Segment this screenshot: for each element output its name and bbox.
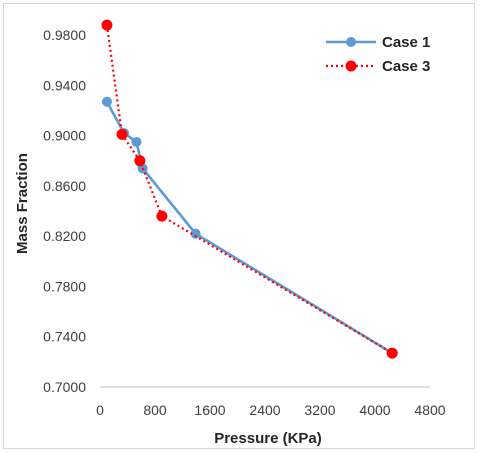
legend: Case 1 Case 3 [326,34,430,75]
series-line [105,101,393,355]
data-point [134,155,146,167]
y-axis-title: Mass Fraction [14,153,31,254]
x-axis-title: Pressure (KPa) [214,430,322,447]
x-tick-label: 800 [143,402,167,418]
y-axis-ticks: 0.7000 0.7400 0.7800 0.8200 0.8600 0.9000 0.94… [43,27,86,395]
y-tick-label: 0.9800 [43,27,86,43]
y-tick-label: 0.9400 [43,77,86,93]
x-axis-ticks: 0 800 1600 2400 3200 4000 4800 [96,402,446,418]
chart-frame [3,3,475,449]
data-point [386,347,398,359]
data-point [156,210,168,222]
legend-item: Case 3 [326,58,430,75]
data-point [131,136,142,147]
x-tick-label: 0 [96,402,104,418]
x-tick-label: 3200 [304,402,335,418]
x-tick-label: 2400 [249,402,280,418]
y-tick-label: 0.7800 [43,278,86,294]
y-tick-label: 0.8600 [43,178,86,194]
y-tick-label: 0.9000 [43,128,86,144]
series-layer [101,19,398,359]
series-line [105,24,393,355]
x-tick-label: 4000 [359,402,390,418]
legend-swatch-marker [346,37,356,47]
series-2 [101,19,398,359]
x-tick-label: 4800 [414,402,445,418]
y-tick-label: 0.8200 [43,228,86,244]
y-tick-label: 0.7400 [43,329,86,345]
series-1 [101,96,398,359]
legend-label: Case 1 [382,34,430,51]
data-point [101,19,113,31]
y-tick-label: 0.7000 [43,379,86,395]
legend-swatch-marker [345,60,357,72]
legend-label: Case 3 [382,58,430,75]
data-point [101,96,112,107]
data-point [116,128,128,140]
legend-item: Case 1 [326,34,430,51]
x-tick-label: 1600 [194,402,225,418]
data-point [190,228,201,239]
